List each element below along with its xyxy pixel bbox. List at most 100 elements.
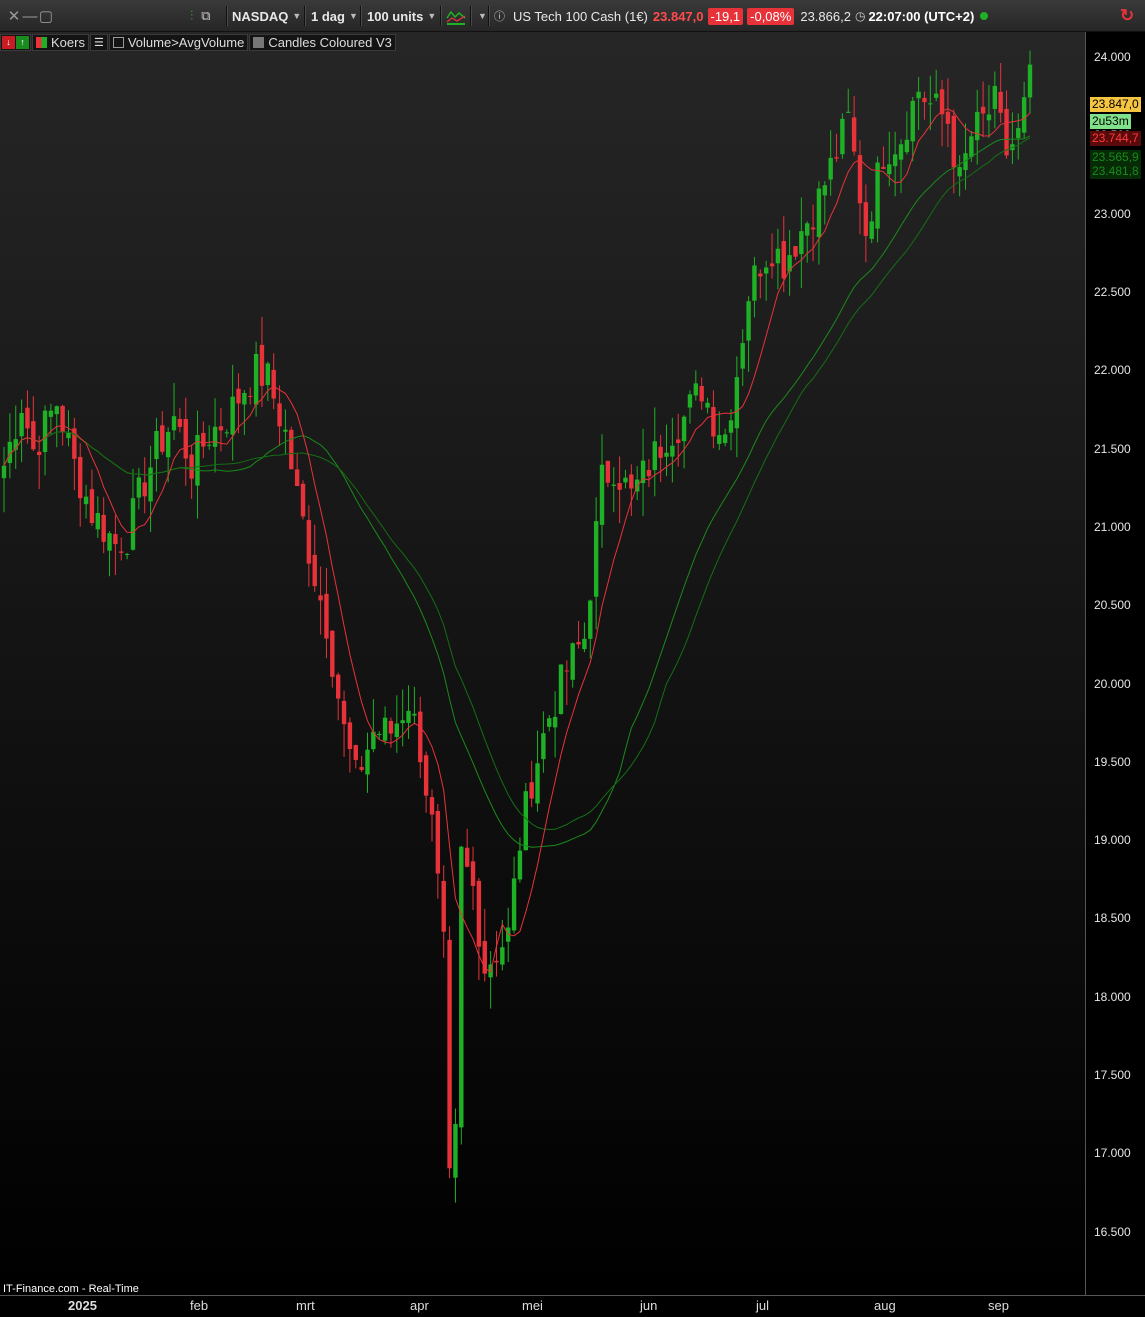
- price-tick: 18.000: [1094, 989, 1131, 1004]
- minimize-icon[interactable]: —: [22, 7, 38, 25]
- candle: [629, 464, 634, 516]
- price-label: 23.847,0: [1090, 97, 1141, 112]
- candle: [1027, 50, 1033, 114]
- ma-slow2-line: [3, 137, 1031, 831]
- price-axis[interactable]: 24.00023.50023.00022.50022.00021.50021.0…: [1086, 32, 1145, 1317]
- chart-area[interactable]: [0, 32, 1086, 1295]
- price-label: 2u53m: [1090, 114, 1131, 129]
- legend-series-label: Koers: [51, 34, 85, 50]
- exchange-label: NASDAQ: [232, 8, 289, 24]
- candle: [441, 865, 446, 958]
- chart-type-button[interactable]: [446, 0, 466, 32]
- candle: [142, 457, 147, 514]
- candle: [335, 672, 341, 721]
- candle: [846, 88, 851, 113]
- time-tick: mrt: [296, 1298, 315, 1313]
- candle: [799, 197, 804, 288]
- candle: [529, 760, 534, 808]
- candle: [898, 139, 904, 194]
- link-icon[interactable]: ⧉: [201, 8, 211, 23]
- checkbox-icon[interactable]: [253, 36, 265, 48]
- price-tick: 19.500: [1094, 754, 1131, 769]
- candle: [617, 456, 622, 524]
- time-tick: mei: [522, 1298, 543, 1313]
- candle: [113, 515, 118, 576]
- price-tick: 17.000: [1094, 1146, 1131, 1161]
- candle: [810, 204, 816, 262]
- time-tick: sep: [988, 1298, 1009, 1313]
- candle: [31, 396, 36, 452]
- candle: [394, 695, 400, 753]
- candle: [160, 411, 165, 455]
- sell-icon[interactable]: ↓: [2, 35, 15, 49]
- candle: [928, 75, 933, 131]
- candle: [599, 434, 605, 548]
- candle: [793, 245, 798, 260]
- candle: [664, 424, 669, 477]
- legend-list-button[interactable]: ☰: [89, 33, 108, 51]
- candle: [740, 329, 745, 386]
- price-chart: [1, 50, 1033, 1203]
- candle: [787, 230, 792, 296]
- candle-style-icon[interactable]: ⫶: [190, 8, 194, 23]
- time-tick: 2025: [68, 1298, 97, 1313]
- candle: [875, 156, 880, 243]
- candle: [945, 78, 951, 148]
- candle: [717, 411, 722, 451]
- candle: [511, 856, 517, 934]
- chevron-down-icon: ▼: [427, 11, 437, 21]
- candle: [207, 425, 212, 450]
- candle: [728, 409, 734, 451]
- candle: [558, 664, 564, 715]
- change-badge: -19,1: [707, 7, 744, 25]
- candle: [552, 691, 558, 758]
- exchange-select[interactable]: NASDAQ ▼: [232, 0, 301, 32]
- data-source-label: IT-Finance.com - Real-Time: [3, 1283, 139, 1295]
- candle: [306, 505, 312, 587]
- chart-type-dropdown[interactable]: ▼: [474, 0, 487, 32]
- time-axis[interactable]: 2025 feb mrt apr mei jun jul aug sep: [0, 1295, 1145, 1316]
- candle: [887, 131, 892, 187]
- candle: [769, 233, 775, 279]
- candle: [253, 341, 259, 417]
- legend-indicator-volume[interactable]: Volume>AvgVolume: [108, 33, 249, 51]
- candle: [459, 845, 464, 1145]
- price-tick: 18.500: [1094, 911, 1131, 926]
- refresh-icon[interactable]: ↻: [1120, 6, 1135, 25]
- buy-icon[interactable]: ↑: [16, 35, 29, 49]
- instrument-name: US Tech 100 Cash (1€): [513, 8, 648, 24]
- info-icon[interactable]: ⓘ: [494, 11, 505, 23]
- interval-select[interactable]: 1 dag ▼: [311, 0, 358, 32]
- candle: [148, 445, 153, 532]
- candle: [101, 497, 106, 554]
- price-tick: 19.000: [1094, 833, 1131, 848]
- candle: [78, 443, 83, 527]
- candle: [588, 599, 593, 659]
- legend-indicator-candles[interactable]: Candles Coloured V3: [249, 33, 396, 51]
- candle: [939, 79, 945, 147]
- price-tick: 20.500: [1094, 598, 1131, 613]
- units-select[interactable]: 100 units ▼: [367, 0, 436, 32]
- candle: [42, 405, 48, 476]
- candle: [998, 62, 1003, 123]
- legend-series[interactable]: Koers: [32, 33, 89, 51]
- price-tick: 16.500: [1094, 1224, 1131, 1239]
- candle: [283, 409, 288, 455]
- candle: [570, 642, 575, 688]
- list-icon: ☰: [93, 36, 104, 49]
- candle: [547, 714, 552, 732]
- candle: [963, 123, 968, 190]
- candle: [25, 390, 30, 444]
- candle: [1021, 81, 1027, 139]
- maximize-icon[interactable]: ▢: [38, 8, 54, 25]
- checkbox-icon[interactable]: [112, 36, 124, 48]
- close-icon[interactable]: ✕: [7, 8, 21, 25]
- candle: [834, 133, 839, 162]
- candle: [500, 920, 505, 971]
- candle: [423, 751, 429, 813]
- candle: [359, 755, 364, 772]
- candle: [195, 410, 200, 519]
- candle: [541, 711, 546, 773]
- last-price: 23.847,0: [652, 8, 704, 24]
- candle: [201, 421, 206, 459]
